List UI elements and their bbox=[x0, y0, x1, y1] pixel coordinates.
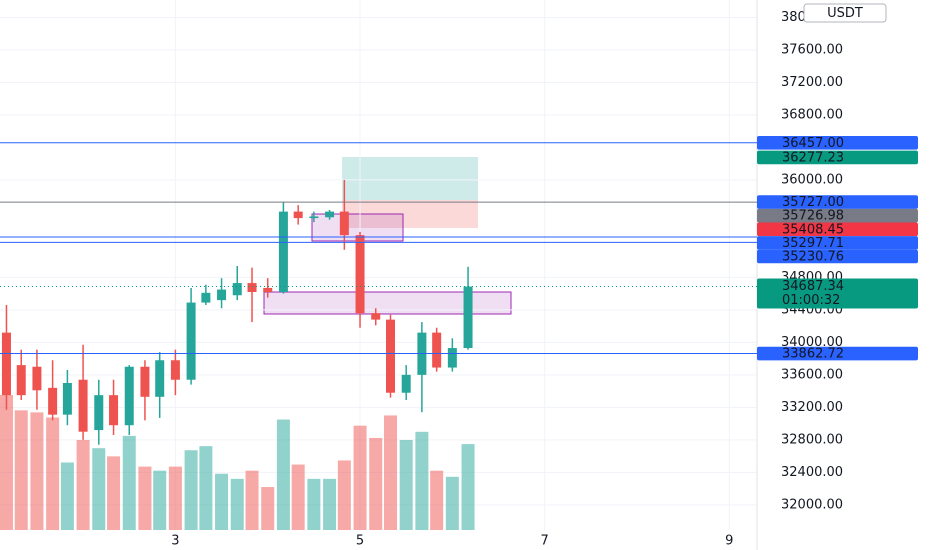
candle-body bbox=[339, 211, 349, 236]
volume-bar bbox=[291, 464, 305, 530]
volume-bar bbox=[415, 431, 429, 530]
volume-bar bbox=[138, 466, 152, 530]
y-tick-label: 34000.00 bbox=[781, 335, 843, 350]
volume-bar bbox=[0, 395, 13, 530]
y-tick-label: 32800.00 bbox=[781, 432, 843, 447]
volume-bar bbox=[168, 466, 182, 530]
candle-body bbox=[371, 313, 381, 320]
candle-body bbox=[170, 360, 180, 380]
target-zone bbox=[342, 157, 478, 200]
currency-badge bbox=[803, 3, 887, 23]
volume-bar bbox=[276, 419, 290, 530]
last-price-bg bbox=[757, 278, 918, 309]
volume-bar bbox=[323, 478, 337, 530]
y-tick-label: 36800.00 bbox=[781, 107, 843, 122]
x-tick-label: 7 bbox=[541, 534, 549, 549]
candle-body bbox=[463, 286, 473, 349]
candle-body bbox=[32, 366, 42, 391]
price-label: 35297.71 bbox=[782, 236, 844, 251]
candle-body bbox=[186, 302, 196, 380]
y-tick-label: 37200.00 bbox=[781, 75, 843, 90]
candle-body bbox=[78, 379, 88, 432]
candle-body bbox=[232, 283, 242, 296]
price-label-bg bbox=[757, 249, 918, 264]
candle-body bbox=[217, 289, 227, 301]
price-label: 33862.72 bbox=[782, 347, 844, 362]
candle-body bbox=[155, 360, 165, 397]
volume-bar bbox=[46, 417, 60, 530]
volume-bar bbox=[14, 410, 28, 530]
candle-body bbox=[278, 211, 288, 293]
candle-body bbox=[263, 287, 273, 293]
price-label: 35408.45 bbox=[782, 222, 844, 237]
volume-bar bbox=[199, 446, 213, 530]
candle-body bbox=[109, 395, 119, 426]
y-tick-label: 33200.00 bbox=[781, 400, 843, 415]
candle-body bbox=[386, 319, 396, 393]
last-price-label: 34687.34 bbox=[782, 279, 844, 294]
candle-body bbox=[355, 235, 365, 314]
price-label-bg bbox=[757, 150, 918, 165]
volume-bar bbox=[445, 476, 459, 530]
volume-bar bbox=[337, 460, 351, 530]
volume-bar bbox=[399, 440, 413, 530]
countdown: 01:00:32 bbox=[782, 293, 840, 308]
y-tick-label: 36000.00 bbox=[781, 172, 843, 187]
volume-bar bbox=[384, 415, 398, 530]
volume-bar bbox=[30, 412, 44, 530]
candle-body bbox=[48, 387, 58, 415]
range-box bbox=[263, 291, 512, 315]
volume-bar bbox=[461, 444, 475, 530]
volume-bar bbox=[184, 450, 198, 530]
price-label-bg bbox=[757, 208, 918, 223]
price-label-bg bbox=[757, 195, 918, 209]
volume-bar bbox=[430, 470, 444, 530]
candle-body bbox=[247, 283, 257, 293]
candle-body bbox=[325, 211, 335, 218]
candle-body bbox=[293, 211, 303, 219]
price-label-bg bbox=[757, 135, 918, 150]
volume-bar bbox=[92, 448, 106, 530]
volume-bar bbox=[76, 440, 90, 530]
y-tick-label: 37600.00 bbox=[781, 42, 843, 57]
price-label-bg bbox=[757, 236, 918, 250]
x-tick-label: 5 bbox=[356, 534, 364, 549]
candle-body bbox=[1, 332, 11, 396]
price-label: 35230.76 bbox=[782, 249, 844, 264]
volume-bar bbox=[215, 473, 229, 530]
x-tick-label: 9 bbox=[725, 534, 733, 549]
y-tick-label: 32000.00 bbox=[781, 497, 843, 512]
volume-bar bbox=[153, 470, 167, 530]
volume-bar bbox=[369, 437, 383, 530]
volume-bar bbox=[245, 470, 259, 530]
price-label-bg bbox=[757, 346, 918, 361]
price-label: 36457.00 bbox=[782, 136, 844, 151]
candle-body bbox=[62, 382, 72, 415]
x-tick-label: 3 bbox=[171, 534, 179, 549]
volume-bar bbox=[307, 478, 321, 530]
candle-body bbox=[201, 292, 211, 303]
price-label: 35727.00 bbox=[782, 195, 844, 210]
y-tick-label: 33600.00 bbox=[781, 367, 843, 382]
candle-body bbox=[309, 216, 319, 219]
y-tick-label: 32400.00 bbox=[781, 465, 843, 480]
candle-body bbox=[432, 332, 442, 368]
candle-body bbox=[401, 374, 411, 393]
price-label: 35726.98 bbox=[782, 209, 844, 224]
candle-body bbox=[94, 395, 104, 431]
volume-bar bbox=[230, 478, 244, 530]
volume-bar bbox=[107, 456, 121, 530]
price-label-bg bbox=[757, 222, 918, 237]
candle-body bbox=[140, 366, 150, 397]
volume-bar bbox=[122, 435, 136, 530]
price-label: 36277.23 bbox=[782, 150, 844, 165]
volume-bar bbox=[261, 487, 275, 530]
volume-bar bbox=[353, 425, 367, 530]
volume-bar bbox=[60, 462, 74, 530]
candle-body bbox=[16, 365, 26, 396]
currency: USDT bbox=[827, 6, 863, 21]
candle-body bbox=[124, 366, 134, 426]
candle-body bbox=[447, 348, 457, 368]
